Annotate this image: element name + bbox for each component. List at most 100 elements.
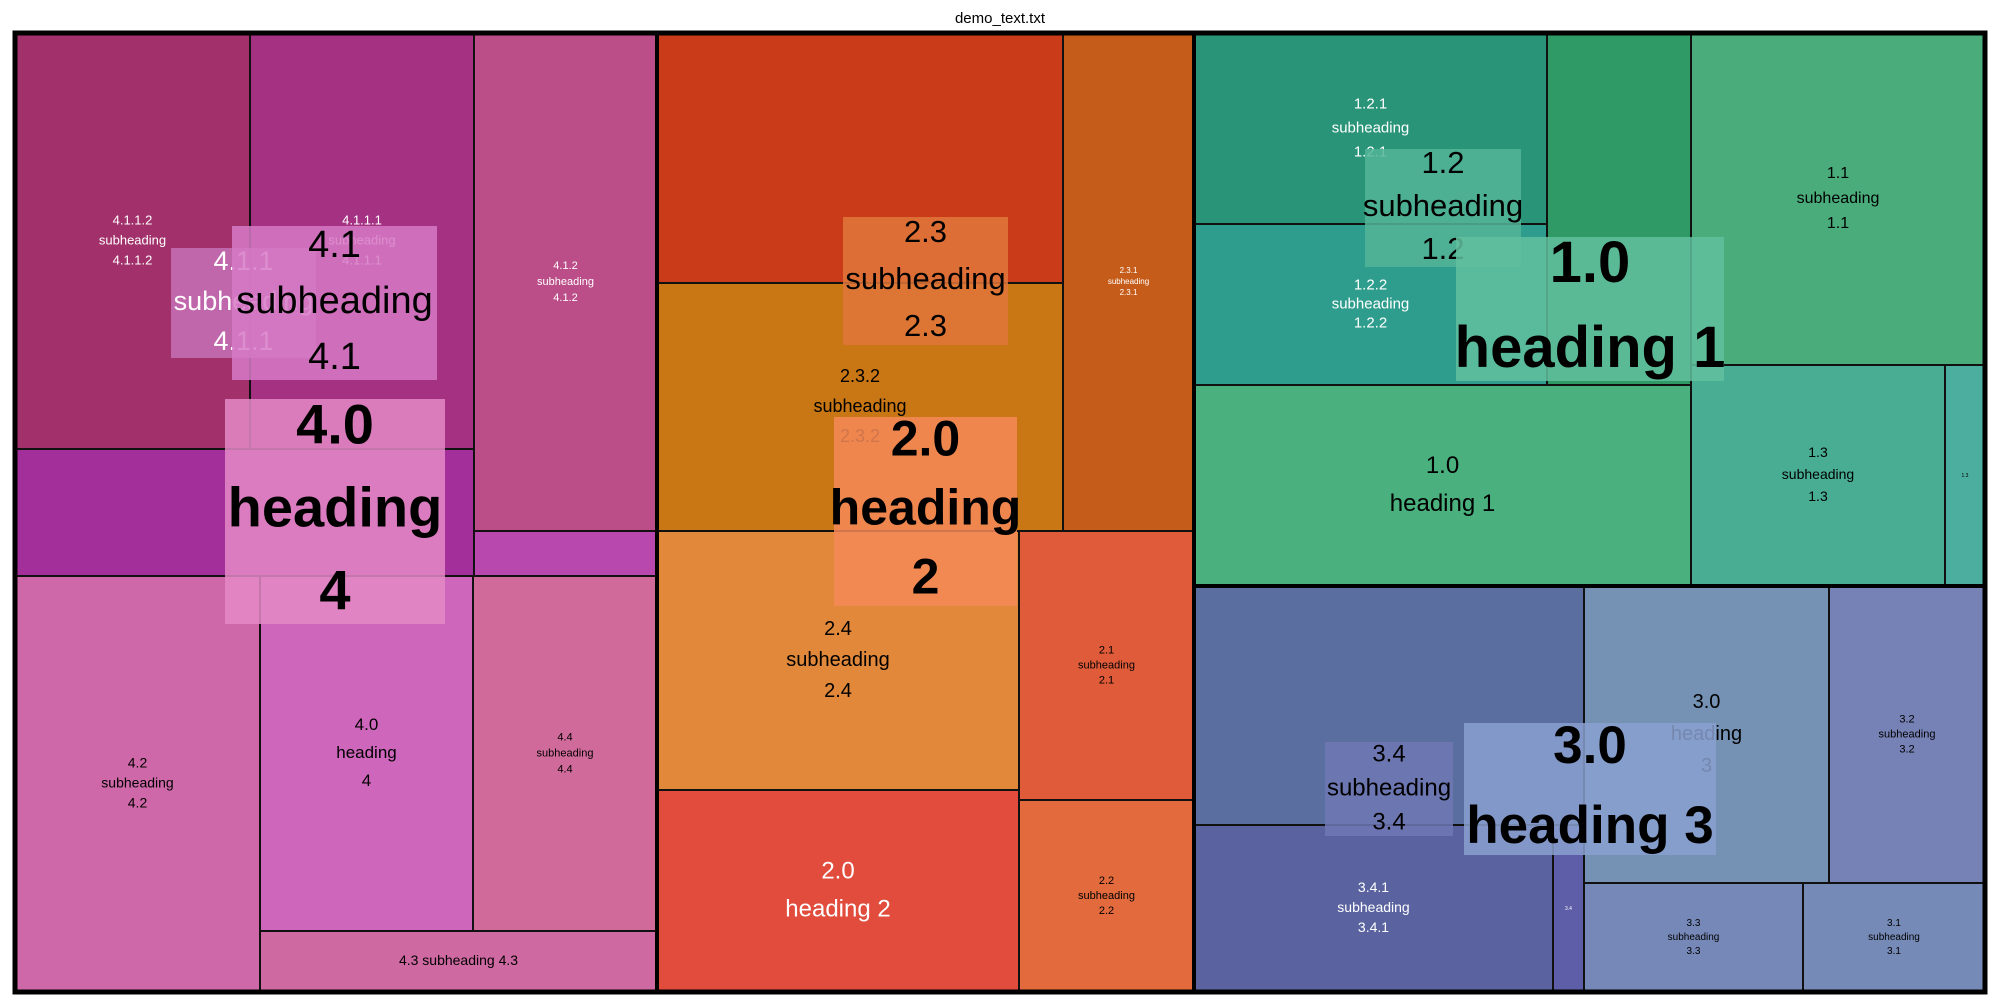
tile-3.1-label-2: subheading [1868,932,1920,943]
tile-4.3: 4.3 subheading 4.3 [259,930,658,993]
tile-rect-4.1.2-fill [473,530,658,577]
overlay-3.4-label-1: 3.4 [1372,740,1405,767]
tile-3.3-label-3: 3.3 [1687,946,1701,957]
tile-rect-4.3 [259,930,658,993]
overlay-2.3-label-2: subheading [845,261,1005,296]
tile-1.3-label-1: 1.3 [1808,444,1828,460]
tile-4.4: 4.4 subheading 4.4 [472,575,658,932]
tile-4.1.1.2-label-1: 4.1.1.2 [113,212,153,227]
tile-4.4-label-1: 4.4 [557,731,572,743]
tile-rect-2.1 [1018,530,1195,801]
overlay-label-3.0: 3.0 heading 3 [1464,716,1716,855]
tile-4.1.2-label-3: 4.1.2 [553,292,577,304]
tile-3.1-label-1: 3.1 [1887,918,1901,929]
tile-3.2: 3.2 subheading 3.2 [1828,585,1986,884]
tile-2.4-label-1: 2.4 [824,618,852,640]
overlay-box-3.4 [1325,742,1453,836]
tile-4.1.2: 4.1.2 subheading 4.1.2 [473,32,658,532]
overlay-box-2.3 [843,217,1008,345]
tile-2.3.1-label-3: 2.3.1 [1120,288,1138,297]
tile-3.3-label-2: subheading [1668,932,1720,943]
tile-rect-4.1.2 [473,32,658,532]
overlay-2.3-label-3: 2.3 [904,308,947,343]
tile-rect-3.3 [1583,882,1804,993]
overlay-1.2-label-1: 1.2 [1421,145,1464,180]
tile-1.2.2-label-2: subheading [1332,295,1410,312]
tile-3.2-label-1: 3.2 [1899,713,1914,725]
overlay-2.3-label-1: 2.3 [904,214,947,249]
tile-3.4.1-label-2: subheading [1337,899,1409,915]
tile-3.1: 3.1 subheading 3.1 [1802,882,1986,993]
tile-1.0-label-1: 1.0 [1426,452,1459,479]
overlay-2.0-label-1: 2.0 [891,411,961,467]
tile-3.2-label-2: subheading [1879,728,1936,740]
tile-4.3-label-1: 4.3 subheading 4.3 [399,952,518,968]
tile-4.1.2-label-2: subheading [537,276,594,288]
overlay-box-4.0 [225,399,445,624]
tile-3.2-label-3: 3.2 [1899,743,1914,755]
overlay-box-4.1 [232,226,437,380]
tile-3.4.1-label-1: 3.4.1 [1358,879,1389,895]
tile-2.3.2-label-2: subheading [813,396,906,416]
tile-1.1-label-2: subheading [1797,190,1880,207]
tile-1.1-label-3: 1.1 [1827,215,1849,232]
tile-1.2.2-label-1: 1.2.2 [1354,276,1387,293]
overlay-3.0-label-1: 3.0 [1553,716,1627,775]
tile-1.3-label-2: subheading [1782,466,1854,482]
overlay-2.0-label-2: heading [830,480,1022,536]
tile-3.3-label-1: 3.3 [1687,918,1701,929]
tile-4.1.1.1-label-1: 4.1.1.1 [342,212,382,227]
tile-2.3.1-label-2: subheading [1108,277,1149,286]
tile-rect-1.x [1944,364,1986,587]
tile-4.0-label-1: 4.0 [355,715,379,734]
tile-2.1-label-3: 2.1 [1099,674,1114,686]
overlay-label-4.1: 4.1 subheading 4.1 [232,224,437,380]
tile-2.0-label-1: 2.0 [821,857,854,884]
overlay-3.4-label-2: subheading [1327,774,1451,801]
tile-4.1.1.2-label-3: 4.1.1.2 [113,252,153,267]
tile-4.0: 4.0 heading 4 [259,575,474,932]
overlay-box-3.0 [1464,723,1716,855]
tile-1.0-label-2: heading 1 [1390,490,1495,517]
tile-2.3.2-label-1: 2.3.2 [840,366,880,386]
tile-2.2-label-2: subheading [1078,890,1135,902]
tile-rect-4.0 [259,575,474,932]
tile-rect-4.4 [472,575,658,932]
tile-3.0-label-1: 3.0 [1693,691,1721,713]
overlay-4.0-label-1: 4.0 [296,392,374,455]
tile-1.1: 1.1 subheading 1.1 [1690,32,1986,366]
tile-1.1-label-1: 1.1 [1827,165,1849,182]
tile-2.2-label-3: 2.2 [1099,905,1114,917]
tile-rect-2.0 [656,789,1020,993]
tile-4.1.1.2-label-2: subheading [99,232,166,247]
overlay-4.0-label-2: heading [228,475,443,538]
overlay-4.0-label-3: 4 [319,558,350,621]
tile-rect-1.0 [1193,384,1692,587]
overlay-2.0-label-3: 2 [912,549,940,605]
tile-rect-2.3.1 [1062,32,1195,532]
overlay-1.0-label-2: heading 1 [1455,315,1726,380]
tile-4.4-label-2: subheading [537,747,594,759]
tile-3.4.x-label-1: 3.4 [1565,906,1572,912]
tile-2.3.1-label-1: 2.3.1 [1120,266,1138,275]
tile-3.1-label-3: 3.1 [1887,946,1901,957]
tile-rect-4.2 [14,575,261,993]
overlay-1.0-label-1: 1.0 [1550,230,1631,295]
tile-4.2: 4.2 subheading 4.2 [14,575,261,993]
tile-4.2-label-1: 4.2 [128,755,148,771]
tile-3.3: 3.3 subheading 3.3 [1583,882,1804,993]
tile-2.0-label-2: heading 2 [785,895,890,922]
overlay-3.4-label-3: 3.4 [1372,808,1405,835]
tile-2.2-label-1: 2.2 [1099,875,1114,887]
tile-1.x: 1.3 [1944,364,1986,587]
tile-rect-1.3 [1690,364,1946,587]
tile-2.2: 2.2 subheading 2.2 [1018,799,1195,993]
overlay-4.1-label-3: 4.1 [308,336,361,378]
tile-2.4-label-2: subheading [786,649,889,671]
tile-4.1.2-label-1: 4.1.2 [553,260,577,272]
overlay-1.2-label-2: subheading [1363,188,1523,223]
tile-2.4-label-3: 2.4 [824,680,852,702]
tile-1.3-label-3: 1.3 [1808,488,1828,504]
tile-4.1.1.2: 4.1.1.2 subheading 4.1.1.2 [14,32,251,450]
